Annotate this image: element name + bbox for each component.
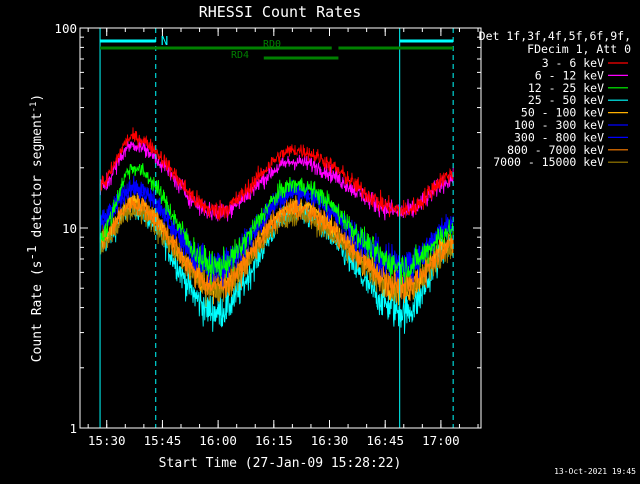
x-axis-label: Start Time (27-Jan-09 15:28:22) xyxy=(159,456,402,471)
x-tick-label: 16:15 xyxy=(255,433,293,448)
night-interval-label: N xyxy=(161,33,169,48)
x-tick-label: 17:00 xyxy=(422,433,460,448)
x-tick-label: 15:45 xyxy=(144,433,182,448)
y-tick-label: 10 xyxy=(62,221,77,236)
legend-entry-label: 7000 - 15000 keV xyxy=(493,155,604,169)
legend-header-line: FDecim 1, Att 0 xyxy=(527,42,631,56)
decimation-label: RD4 xyxy=(231,50,249,61)
y-tick-label: 1 xyxy=(69,421,77,436)
x-tick-label: 16:00 xyxy=(199,433,237,448)
chart-title: RHESSI Count Rates xyxy=(199,3,362,21)
legend-entry-label: 800 - 7000 keV xyxy=(507,143,604,157)
series-line-800-7000keV xyxy=(99,195,454,304)
series-line-3-6keV xyxy=(99,127,454,221)
decimation-label: RD0 xyxy=(263,39,281,50)
y-label-part: Count Rate (s xyxy=(30,261,45,363)
y-label-superscript: -1 xyxy=(24,245,39,260)
y-tick-label: 100 xyxy=(54,21,77,36)
legend-entry-label: 6 - 12 keV xyxy=(535,68,604,82)
y-label-part: ) xyxy=(30,94,45,102)
legend-entry-label: 50 - 100 keV xyxy=(521,106,604,120)
legend-entry-label: 12 - 25 keV xyxy=(528,81,604,95)
y-axis-label: Count Rate (s-1 detector segment-1) xyxy=(24,94,45,363)
legend: Det 1f,3f,4f,5f,6f,9f, FDecim 1, Att 0 3… xyxy=(479,29,631,169)
legend-entry-label: 3 - 6 keV xyxy=(542,56,604,70)
legend-entry-label: 100 - 300 keV xyxy=(514,118,604,132)
x-tick-label: 16:30 xyxy=(311,433,349,448)
x-tick-label: 16:45 xyxy=(366,433,404,448)
legend-entry-label: 25 - 50 keV xyxy=(528,93,604,107)
footer-timestamp: 13-Oct-2021 19:45 xyxy=(554,467,636,476)
x-tick-label: 15:30 xyxy=(88,433,126,448)
series-line-12-25keV xyxy=(99,163,454,285)
legend-header-line: Det 1f,3f,4f,5f,6f,9f, xyxy=(479,29,631,43)
series-line-7000-15000keV xyxy=(99,202,454,308)
y-label-superscript: -1 xyxy=(29,102,39,113)
y-label-part: detector segment xyxy=(30,112,45,245)
legend-entry-label: 300 - 800 keV xyxy=(514,130,604,144)
